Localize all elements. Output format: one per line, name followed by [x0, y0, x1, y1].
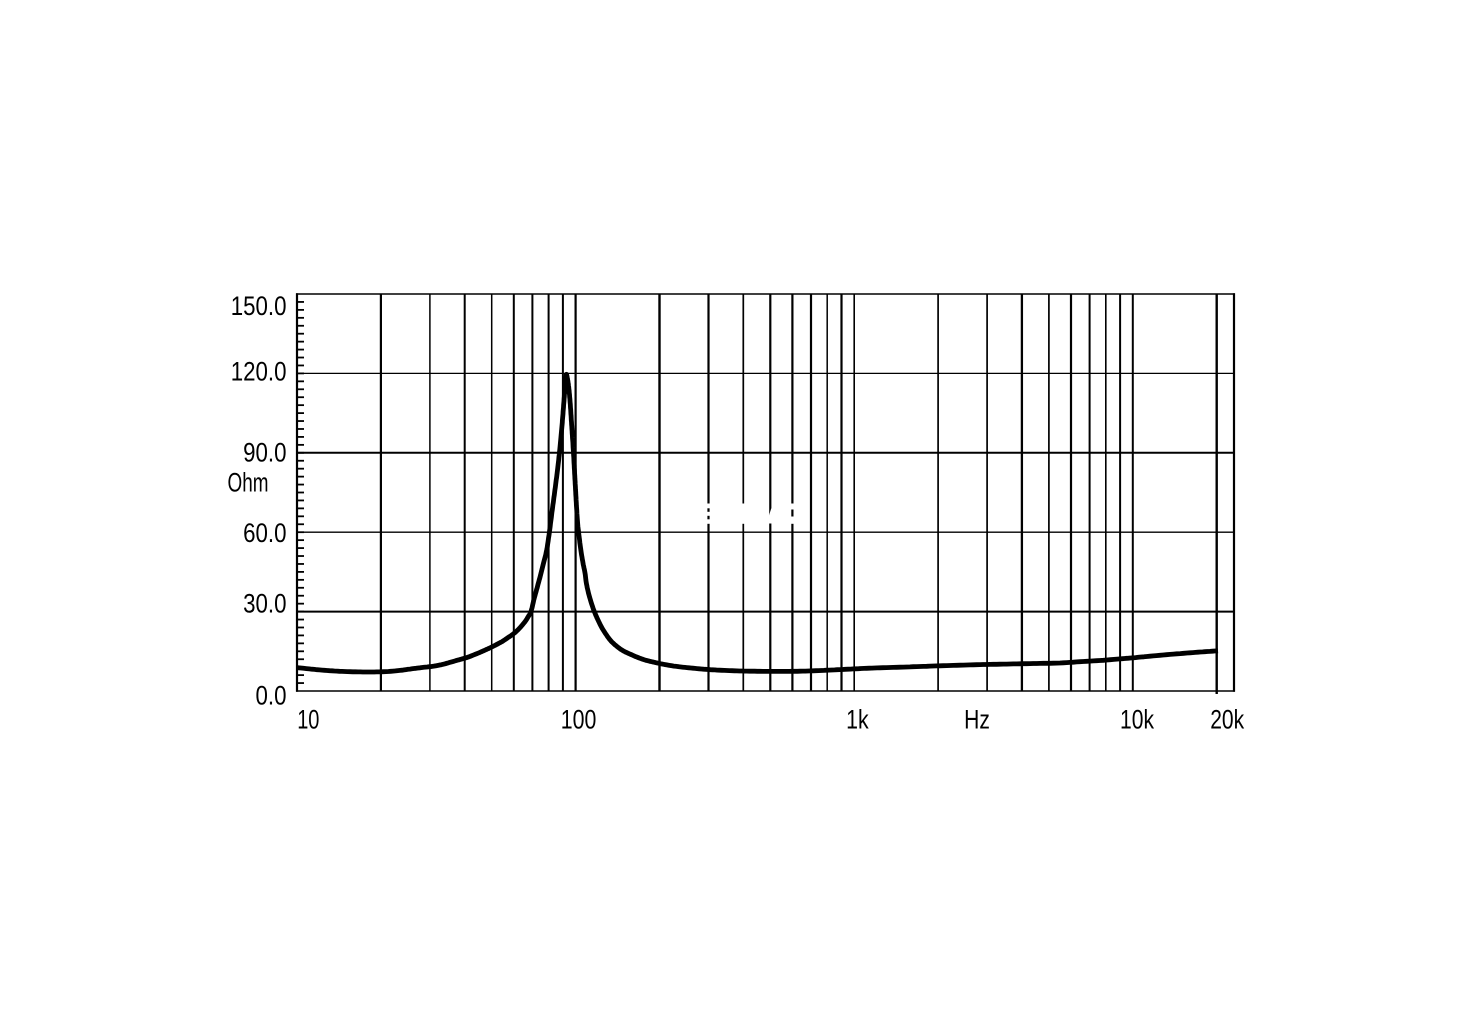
svg-text:20k: 20k [1210, 705, 1245, 735]
svg-text:Hz: Hz [964, 705, 990, 735]
svg-text:100: 100 [561, 705, 597, 735]
svg-text:150.0: 150.0 [231, 292, 287, 321]
svg-text:10: 10 [297, 705, 319, 736]
svg-text:10k: 10k [1120, 705, 1155, 735]
svg-text:30.0: 30.0 [243, 590, 286, 619]
svg-text:0.0: 0.0 [256, 681, 287, 710]
svg-text:1k: 1k [846, 705, 869, 735]
svg-text:90.0: 90.0 [243, 438, 286, 467]
svg-text:60.0: 60.0 [243, 519, 286, 548]
svg-text:Ohm: Ohm [228, 467, 269, 497]
svg-text:120.0: 120.0 [231, 358, 287, 387]
